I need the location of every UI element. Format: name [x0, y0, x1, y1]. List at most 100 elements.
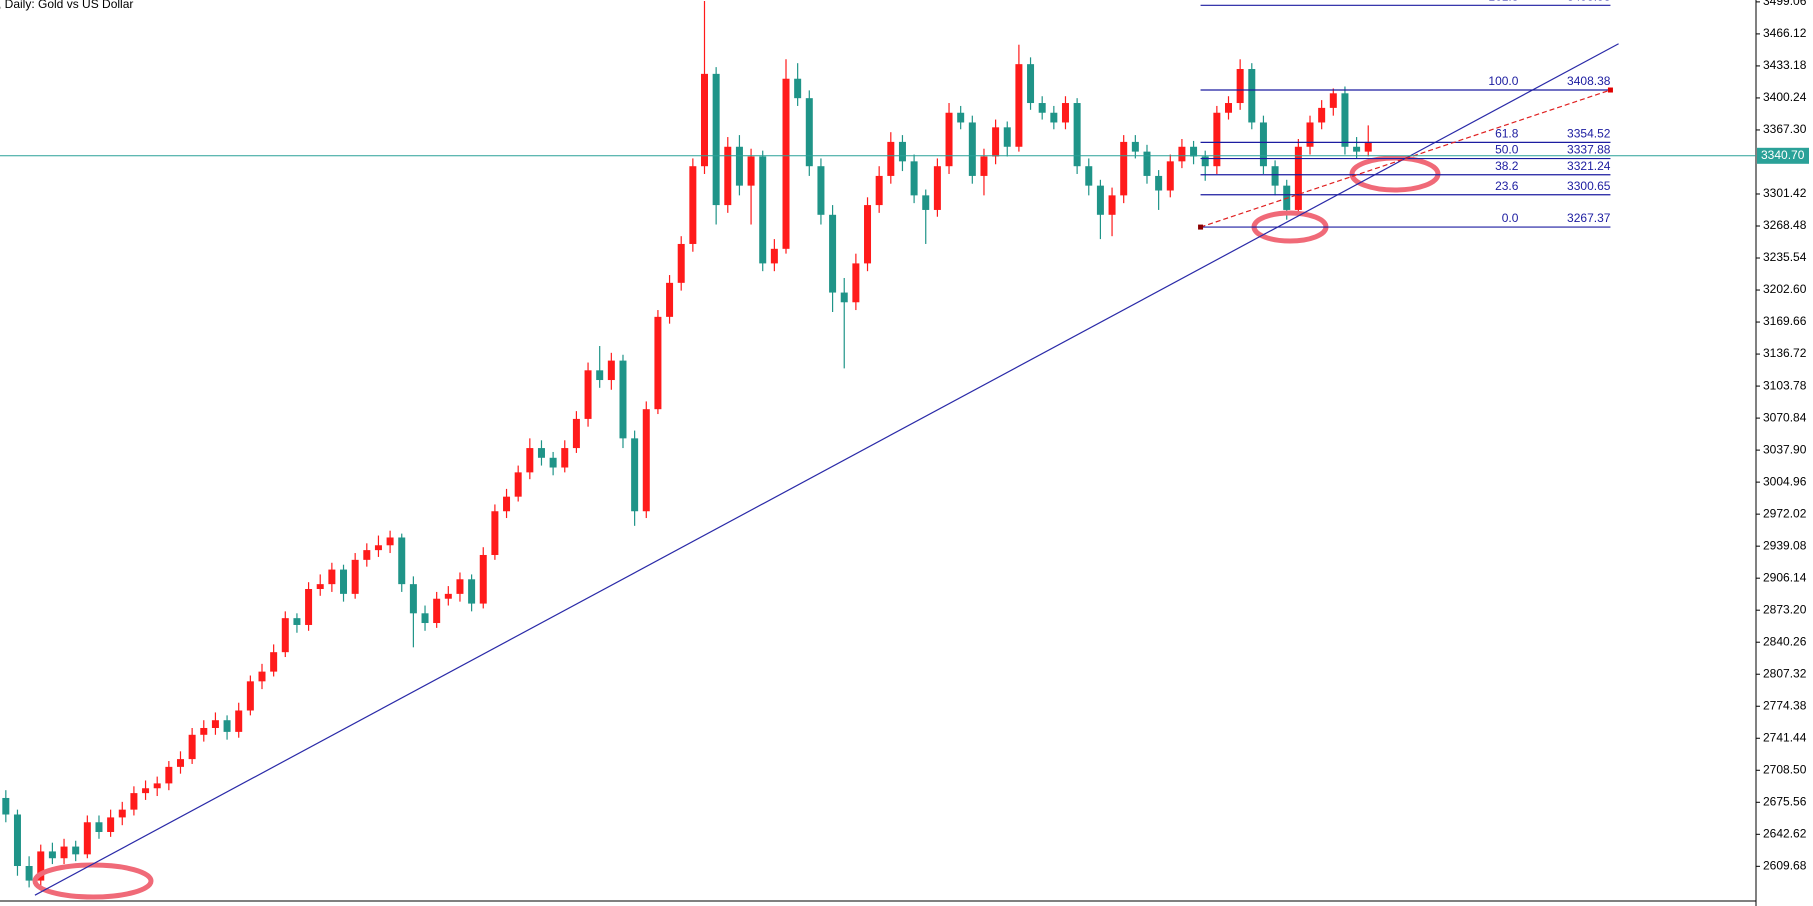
candle-body — [1318, 107, 1326, 123]
y-tick-label: 3070.84 — [1763, 410, 1807, 424]
candle-body — [898, 141, 906, 162]
candle-body — [1213, 112, 1221, 167]
candle-body — [118, 809, 126, 818]
fib-price-label: 3300.65 — [1567, 179, 1611, 193]
candle-body — [95, 822, 103, 832]
candle-body — [712, 73, 720, 206]
candle-body — [1178, 146, 1186, 162]
candle-body — [549, 457, 557, 468]
candle-body — [316, 584, 324, 590]
candle-body — [770, 248, 778, 264]
y-tick-label: 3037.90 — [1763, 442, 1807, 456]
candle-body — [491, 511, 499, 555]
candle-body — [246, 681, 254, 711]
candle-body — [1306, 122, 1314, 147]
y-tick-label: 2708.50 — [1763, 762, 1807, 776]
candle-body — [176, 759, 184, 767]
candle-body — [805, 98, 813, 167]
candle-body — [666, 282, 674, 317]
candle-body — [1143, 151, 1151, 176]
chart-title: , Daily: Gold vs US Dollar — [0, 0, 133, 11]
candle-body — [922, 195, 930, 210]
candle-body — [130, 793, 138, 810]
candle-body — [1085, 166, 1093, 186]
candle-body — [980, 156, 988, 176]
candle-body — [421, 613, 429, 624]
candle-body — [1190, 146, 1198, 157]
y-tick-label: 3103.78 — [1763, 378, 1807, 392]
candle-body — [735, 146, 743, 186]
candle-body — [258, 671, 266, 682]
fib-level-label: 100.0 — [1488, 74, 1518, 88]
y-tick-label: 3367.30 — [1763, 122, 1807, 136]
candle-body — [945, 112, 953, 167]
candle-body — [351, 559, 359, 594]
candle-body — [619, 360, 627, 439]
candle-body — [689, 166, 697, 244]
candle-body — [1050, 112, 1058, 123]
candle-body — [526, 448, 534, 473]
candle-body — [794, 78, 802, 99]
candle-body — [165, 766, 173, 784]
candle-body — [2, 797, 10, 815]
candle-body — [817, 166, 825, 215]
y-tick-label: 3433.18 — [1763, 58, 1807, 72]
trendline — [34, 43, 1619, 896]
y-tick-label: 2972.02 — [1763, 506, 1807, 520]
y-tick-label: 2939.08 — [1763, 538, 1807, 552]
candle-body — [747, 156, 755, 186]
candle-body — [864, 205, 872, 264]
candle-body — [398, 537, 406, 585]
candle-body — [852, 263, 860, 303]
candle-body — [444, 593, 452, 599]
candle-body — [584, 370, 592, 419]
candle-body — [293, 618, 301, 625]
y-tick-label: 3400.24 — [1763, 90, 1807, 104]
y-tick-label: 3202.60 — [1763, 282, 1807, 296]
candle-body — [561, 448, 569, 468]
candle-body — [1073, 103, 1081, 167]
y-tick-label: 2807.32 — [1763, 666, 1807, 680]
candle-body — [13, 814, 21, 867]
candle-body — [1248, 69, 1256, 123]
candle-body — [409, 584, 417, 614]
candle-body — [270, 652, 278, 672]
candle-body — [514, 472, 522, 497]
candle-body — [1294, 146, 1302, 210]
y-tick-label: 2840.26 — [1763, 634, 1807, 648]
candle-body — [829, 214, 837, 293]
y-tick-label: 2675.56 — [1763, 794, 1807, 808]
fib-level-label: 38.2 — [1495, 159, 1519, 173]
candle-body — [211, 720, 219, 728]
candle-body — [1166, 161, 1174, 191]
y-tick-label: 3235.54 — [1763, 250, 1807, 264]
candle-body — [875, 175, 883, 206]
candle-body — [1038, 103, 1046, 113]
fib-price-label: 3495.53 — [1567, 0, 1611, 3]
y-tick-label: 3466.12 — [1763, 26, 1807, 40]
candle-body — [433, 598, 441, 624]
candle-body — [37, 851, 45, 881]
candle-body — [782, 78, 790, 249]
candle-body — [887, 141, 895, 176]
candle-body — [153, 783, 161, 789]
candle-body — [1027, 64, 1035, 104]
candle-body — [596, 370, 604, 381]
candle-body — [642, 409, 650, 512]
candle-body — [48, 851, 56, 859]
fib-level-label: 61.8 — [1495, 127, 1519, 141]
current-price-label: 3340.70 — [1761, 148, 1805, 162]
fib-price-label: 3267.37 — [1567, 211, 1611, 225]
candle-body — [1364, 141, 1372, 152]
candle-body — [1108, 195, 1116, 215]
candle-body — [572, 418, 580, 449]
y-tick-label: 3268.48 — [1763, 218, 1807, 232]
y-tick-label: 2642.62 — [1763, 826, 1807, 840]
candle-body — [468, 579, 476, 604]
fib-price-label: 3408.38 — [1567, 74, 1611, 88]
candle-body — [305, 589, 313, 625]
candle-body — [188, 734, 196, 760]
candle-body — [281, 618, 289, 653]
fib-price-label: 3321.24 — [1567, 159, 1611, 173]
fib-dash-line — [1200, 89, 1611, 228]
